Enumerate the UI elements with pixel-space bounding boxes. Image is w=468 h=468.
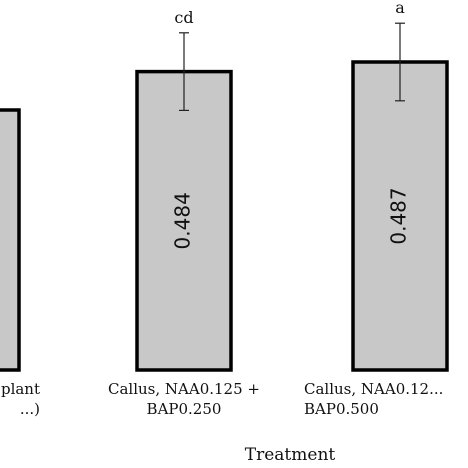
- significance-letter-2: a: [395, 0, 405, 17]
- category-label-0-0: ...plant: [0, 380, 40, 398]
- bars-layer: [0, 22, 449, 372]
- labels-layer: ...plant...) cd 0.484 Callus, NAA0.125 + BAP…: [0, 0, 443, 418]
- x-axis-title: Treatment: [245, 445, 336, 465]
- category-label-1-1: BAP0.250: [147, 400, 222, 418]
- bar-1: [135, 69, 233, 372]
- significance-letter-1: cd: [174, 8, 193, 27]
- category-label-2-0: Callus, NAA0.12...: [304, 380, 443, 398]
- bar-value-label-2: 0.487: [387, 187, 411, 244]
- category-label-0-1: ...): [20, 400, 40, 418]
- bar-0: [0, 108, 21, 372]
- category-label-1-0: Callus, NAA0.125 +: [108, 380, 260, 398]
- bar-value-label-1: 0.484: [171, 192, 195, 249]
- category-label-2-1: BAP0.500: [304, 400, 379, 418]
